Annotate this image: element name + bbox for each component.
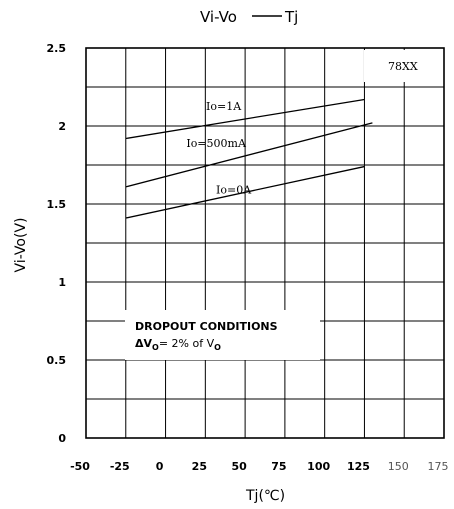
x-tick-label: 125 [347, 460, 370, 473]
annotation-line1: DROPOUT CONDITIONS [135, 320, 278, 333]
series-label: Io=1A [206, 100, 242, 113]
y-tick-label: 1 [58, 276, 66, 289]
series-line [125, 98, 365, 140]
annotation-line2-sub2: O [214, 343, 221, 352]
series-line [125, 122, 373, 188]
series-line [125, 165, 365, 219]
x-tick-label: 0 [156, 460, 164, 473]
plot-frame [85, 47, 445, 439]
x-tick-label: -50 [70, 460, 90, 473]
annotation-line2-prefix: ΔV [135, 337, 153, 350]
y-tick-labels: 0 0.5 1 1.5 2 2.5 [47, 42, 67, 445]
x-tick-label: 175 [428, 460, 449, 473]
y-tick-label: 0.5 [47, 354, 67, 367]
x-tick-label: -25 [110, 460, 130, 473]
x-axis-label: Tj(℃) [245, 488, 285, 504]
series-label: Io=0A [216, 183, 252, 196]
chart-title: Vi-Vo [200, 8, 237, 26]
x-tick-labels: -50 -25 0 25 50 75 100 125 150 175 [70, 460, 448, 473]
x-tick-label: 50 [231, 460, 247, 473]
model-label-box [364, 50, 442, 82]
y-tick-label: 0 [58, 432, 66, 445]
annotation: DROPOUT CONDITIONS ΔVO= 2% of VO [125, 310, 320, 360]
chart-title-suffix: Tj [284, 8, 298, 26]
annotation-line2: ΔVO= 2% of VO [135, 337, 221, 352]
y-tick-label: 1.5 [47, 198, 67, 211]
annotation-box [125, 310, 320, 360]
model-label: 78XX [388, 60, 418, 73]
series-label: Io=500mA [186, 137, 247, 150]
x-tick-label: 25 [192, 460, 207, 473]
grid [86, 48, 444, 438]
series-group: Io=1A Io=500mA Io=0A [125, 98, 373, 219]
x-tick-label: 75 [271, 460, 286, 473]
y-axis-label: Vi-Vo(V) [13, 218, 29, 273]
y-tick-label: 2.5 [47, 42, 67, 55]
x-tick-label: 100 [307, 460, 330, 473]
y-tick-label: 2 [58, 120, 66, 133]
x-tick-label: 150 [388, 460, 409, 473]
annotation-line2-sub: O [152, 343, 159, 352]
annotation-line2-mid: = 2% of V [159, 337, 215, 350]
